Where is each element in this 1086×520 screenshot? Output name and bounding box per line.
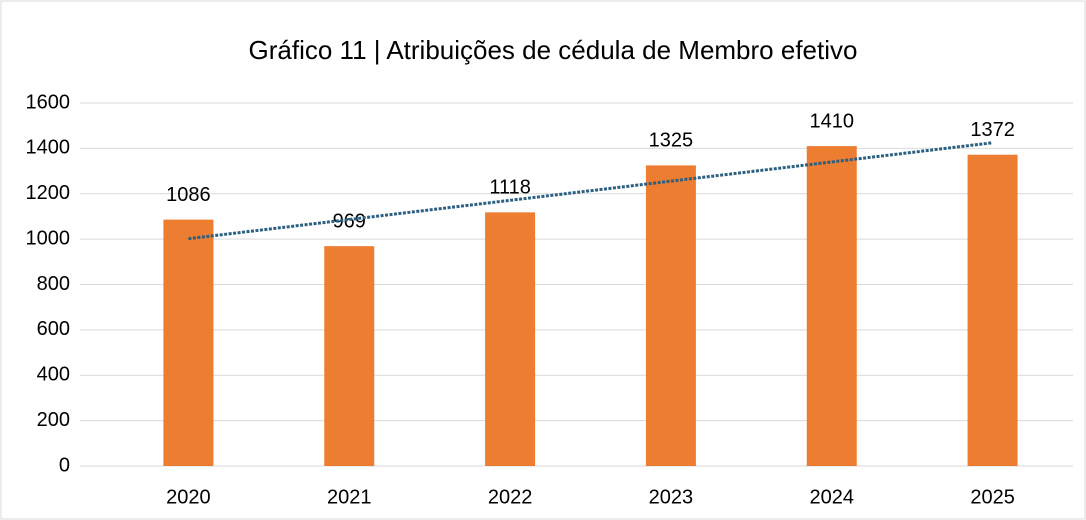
bar [485, 212, 536, 466]
x-tick-label: 2021 [327, 486, 372, 508]
y-tick-label: 1400 [26, 137, 71, 159]
x-tick-label: 2024 [810, 486, 855, 508]
data-label: 1118 [489, 177, 531, 199]
data-label: 1325 [649, 130, 694, 152]
data-label: 1372 [970, 119, 1015, 141]
y-tick-label: 0 [59, 454, 70, 476]
chart-title: Gráfico 11 | Atribuições de cédula de Me… [249, 35, 858, 65]
y-tick-label: 800 [37, 273, 70, 295]
y-tick-label: 1000 [26, 227, 71, 249]
bar [324, 246, 375, 466]
y-tick-label: 400 [37, 364, 70, 386]
bar [645, 165, 696, 466]
x-tick-label: 2025 [970, 486, 1015, 508]
bar [163, 219, 214, 466]
data-label: 969 [333, 210, 366, 232]
x-tick-label: 2023 [649, 486, 694, 508]
bar [806, 146, 857, 466]
y-tick-label: 1200 [26, 182, 71, 204]
x-tick-label: 2022 [488, 486, 533, 508]
x-tick-label: 2020 [166, 486, 211, 508]
y-tick-label: 600 [37, 318, 70, 340]
y-tick-label: 200 [37, 409, 70, 431]
bar [967, 154, 1018, 467]
data-label: 1410 [810, 110, 855, 132]
y-tick-label: 1600 [26, 91, 71, 113]
data-label: 1086 [166, 184, 211, 206]
